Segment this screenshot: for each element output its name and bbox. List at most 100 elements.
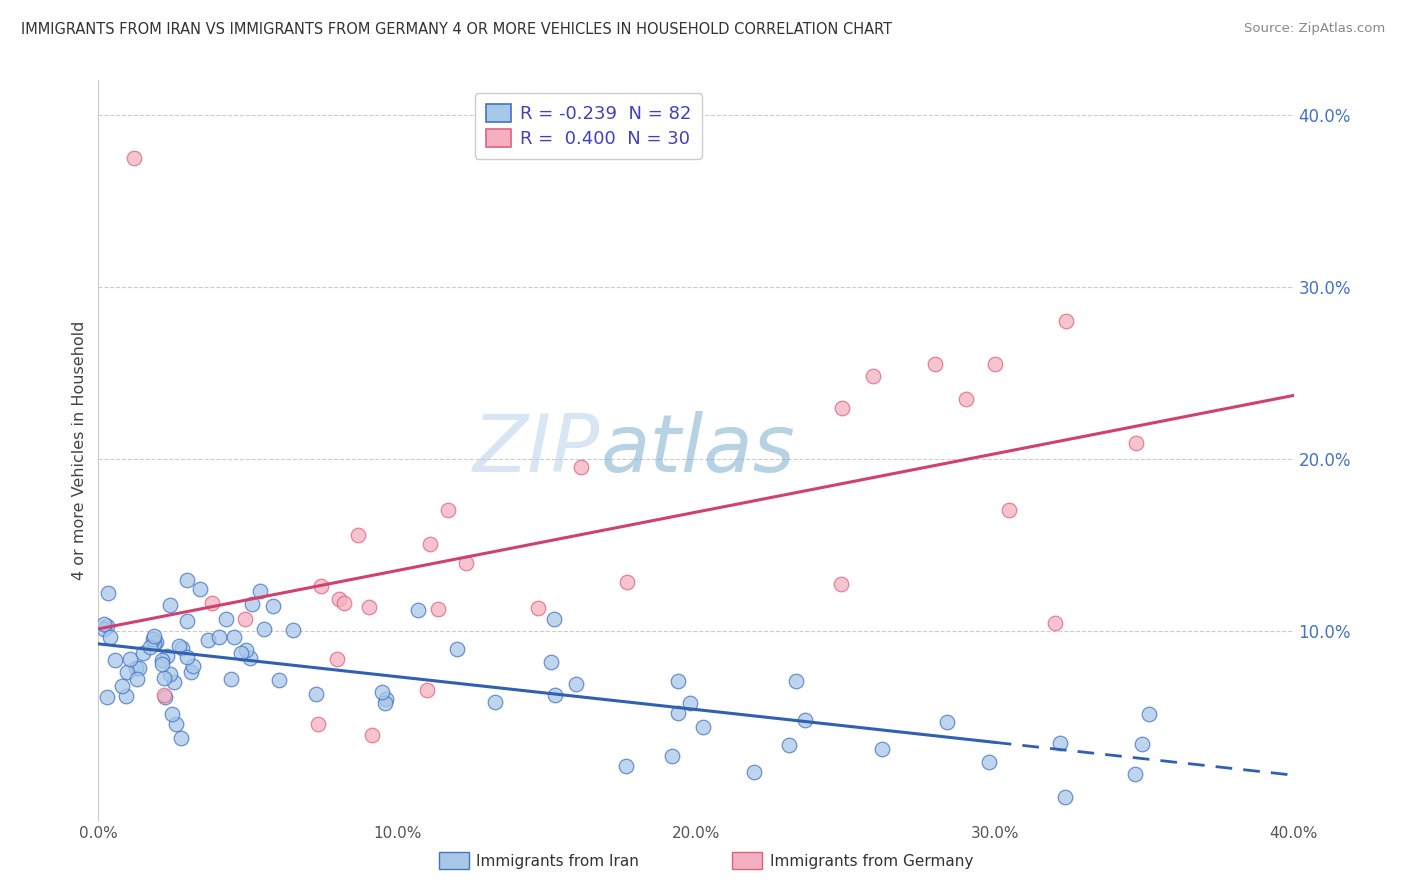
Point: [143, 636, 166, 650]
Point: [997, 503, 1019, 517]
Point: [125, 660, 148, 674]
Point: [229, 646, 252, 660]
Point: [328, 592, 350, 607]
Point: [437, 502, 460, 516]
Point: [955, 392, 977, 406]
Point: [153, 688, 176, 702]
Point: [419, 536, 441, 550]
Text: atlas: atlas: [600, 411, 796, 490]
Point: [935, 714, 957, 729]
Point: [831, 401, 853, 415]
Point: [1130, 737, 1153, 751]
Point: [309, 579, 332, 593]
Point: [794, 713, 817, 727]
Text: Immigrants from Germany: Immigrants from Germany: [770, 854, 973, 869]
Point: [170, 640, 193, 655]
Point: [1049, 736, 1071, 750]
Point: [93, 622, 115, 636]
Point: [150, 653, 173, 667]
Point: [661, 749, 683, 764]
Bar: [733, 853, 762, 869]
Point: [616, 574, 638, 589]
Point: [333, 596, 356, 610]
Point: [176, 573, 198, 587]
Point: [239, 651, 262, 665]
Point: [1123, 767, 1146, 781]
Y-axis label: 4 or more Vehicles in Household: 4 or more Vehicles in Household: [72, 321, 87, 580]
Point: [1125, 435, 1147, 450]
Point: [249, 584, 271, 599]
Point: [219, 673, 242, 687]
Point: [785, 674, 807, 689]
Point: [984, 357, 1007, 371]
Point: [104, 653, 127, 667]
Point: [93, 616, 115, 631]
Point: [668, 674, 690, 689]
Point: [96, 690, 118, 705]
Text: IMMIGRANTS FROM IRAN VS IMMIGRANTS FROM GERMANY 4 OR MORE VEHICLES IN HOUSEHOLD : IMMIGRANTS FROM IRAN VS IMMIGRANTS FROM …: [21, 22, 893, 37]
Text: Source: ZipAtlas.com: Source: ZipAtlas.com: [1244, 22, 1385, 36]
Point: [163, 674, 186, 689]
Point: [744, 765, 766, 780]
Point: [446, 641, 468, 656]
Point: [176, 614, 198, 628]
Point: [124, 151, 146, 165]
Point: [569, 460, 592, 475]
Point: [666, 706, 689, 721]
Point: [374, 692, 396, 706]
Point: [778, 738, 800, 752]
Point: [360, 727, 382, 741]
Point: [543, 612, 565, 626]
Point: [1054, 314, 1077, 328]
Point: [128, 661, 150, 675]
Point: [307, 717, 329, 731]
Point: [159, 666, 181, 681]
Point: [678, 696, 700, 710]
Point: [977, 755, 1000, 769]
Point: [160, 707, 183, 722]
Point: [427, 602, 450, 616]
Point: [326, 652, 349, 666]
Text: Immigrants from Iran: Immigrants from Iran: [477, 854, 638, 869]
Point: [142, 632, 165, 647]
Point: [370, 685, 392, 699]
Point: [111, 679, 134, 693]
Point: [862, 369, 884, 384]
Point: [235, 643, 257, 657]
Point: [97, 586, 120, 600]
Point: [359, 600, 381, 615]
Point: [416, 682, 439, 697]
Point: [139, 640, 162, 655]
Point: [614, 759, 637, 773]
Point: [183, 658, 205, 673]
Point: [526, 601, 548, 615]
Point: [208, 630, 231, 644]
Point: [96, 619, 118, 633]
Point: [132, 646, 155, 660]
Point: [564, 677, 586, 691]
Point: [544, 688, 567, 702]
Point: [156, 649, 179, 664]
Point: [262, 599, 284, 613]
Point: [215, 612, 238, 626]
Point: [188, 582, 211, 596]
Point: [408, 602, 430, 616]
Point: [484, 695, 506, 709]
Point: [374, 696, 396, 710]
Point: [347, 528, 370, 542]
Point: [540, 655, 562, 669]
Point: [269, 673, 291, 687]
Legend: R = -0.239  N = 82, R =  0.400  N = 30: R = -0.239 N = 82, R = 0.400 N = 30: [475, 93, 702, 159]
Bar: [439, 853, 470, 869]
Point: [240, 597, 263, 611]
Point: [115, 665, 138, 679]
Point: [176, 649, 198, 664]
Point: [253, 622, 276, 636]
Point: [233, 613, 256, 627]
Point: [165, 716, 187, 731]
Point: [153, 690, 176, 705]
Point: [125, 672, 148, 686]
Point: [454, 556, 477, 570]
Point: [305, 687, 328, 701]
Point: [145, 635, 167, 649]
